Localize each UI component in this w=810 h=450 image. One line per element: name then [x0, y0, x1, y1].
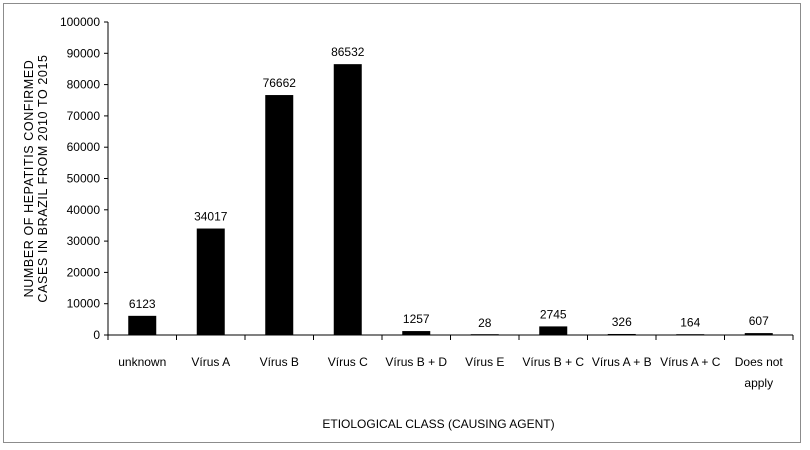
data-label: 2745	[540, 307, 567, 321]
data-label: 28	[478, 316, 492, 330]
bar	[744, 333, 773, 335]
x-tick-label: Vírus E	[465, 355, 504, 369]
data-label: 6123	[129, 297, 156, 311]
bar	[128, 315, 157, 335]
bar	[333, 64, 362, 335]
chart-frame	[3, 3, 801, 443]
y-tick-label: 90000	[67, 46, 101, 60]
bar	[196, 228, 225, 335]
x-tick-label: unknown	[118, 355, 166, 369]
x-tick-label: Vírus A	[191, 355, 230, 369]
bar	[676, 334, 705, 335]
y-tick-label: 50000	[67, 172, 101, 186]
x-tick-label: Vírus B + D	[385, 355, 447, 369]
x-tick-label: Vírus A + B	[592, 355, 652, 369]
data-label: 34017	[194, 210, 228, 224]
x-tick-label: Vírus A + C	[660, 355, 721, 369]
x-tick-label: Vírus C	[328, 355, 368, 369]
y-tick-label: 20000	[67, 265, 101, 279]
y-tick-label: 60000	[67, 140, 101, 154]
y-tick-label: 80000	[67, 78, 101, 92]
data-label: 164	[680, 315, 700, 329]
x-axis-title: ETIOLOGICAL CLASS (CAUSING AGENT)	[322, 417, 554, 431]
bar	[539, 326, 568, 335]
data-label: 1257	[403, 312, 430, 326]
bar	[402, 331, 431, 335]
data-label: 607	[749, 314, 769, 328]
y-tick-label: 0	[93, 328, 100, 342]
x-tick-label: Does not apply	[735, 355, 784, 390]
y-tick-label: 30000	[67, 234, 101, 248]
y-tick-label: 10000	[67, 297, 101, 311]
data-label: 86532	[331, 45, 365, 59]
y-tick-label: 40000	[67, 203, 101, 217]
y-tick-label: 100000	[60, 15, 100, 29]
data-label: 326	[612, 315, 632, 329]
x-tick-label: Vírus B + C	[522, 355, 584, 369]
bar	[607, 333, 636, 335]
y-axis-title: NUMBER OF HEPATITIS CONFIRMEDCASES IN BR…	[22, 54, 50, 302]
bar	[470, 334, 499, 335]
data-label: 76662	[263, 76, 297, 90]
x-tick-label: Vírus B	[260, 355, 299, 369]
y-tick-label: 70000	[67, 109, 101, 123]
bar	[265, 95, 294, 335]
